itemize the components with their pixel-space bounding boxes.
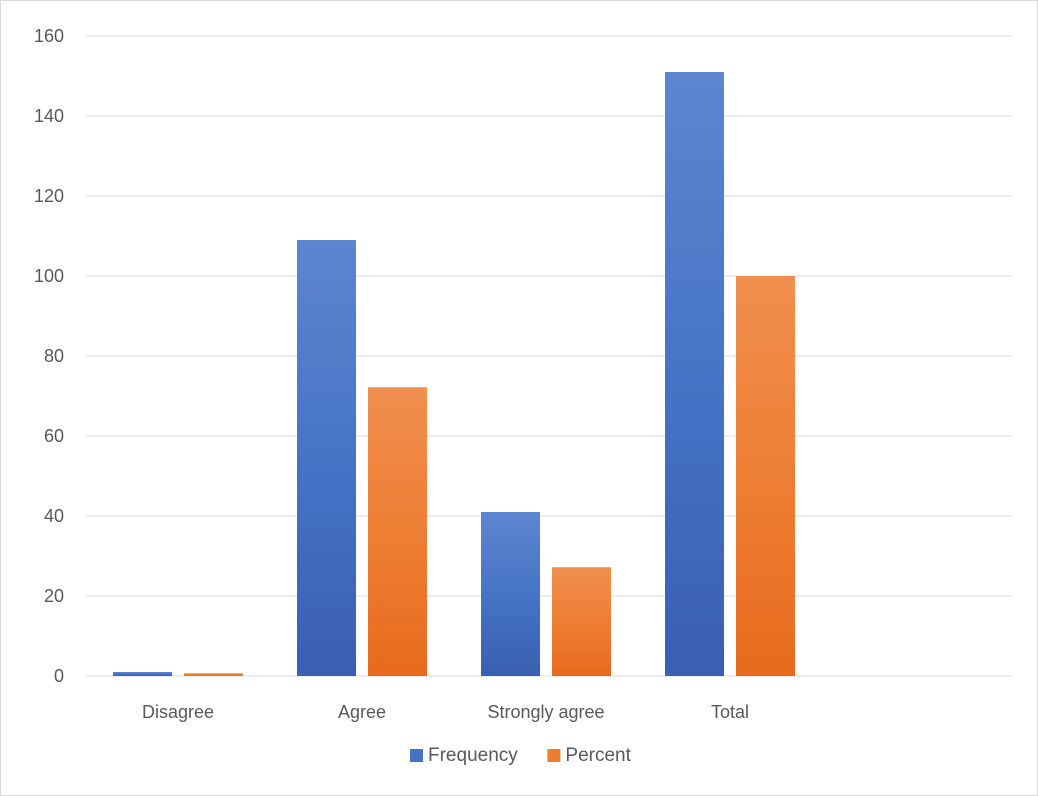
x-tick-label: Total — [711, 702, 749, 722]
y-tick-label: 40 — [44, 506, 64, 526]
legend: Frequency Percent — [410, 745, 632, 766]
legend-label-frequency: Frequency — [428, 745, 518, 766]
legend-label-percent: Percent — [565, 745, 631, 766]
y-tick-label: 120 — [34, 186, 64, 206]
bar-percent-agree — [368, 387, 427, 676]
bar-frequency-agree — [297, 240, 356, 676]
bar-percent-strongly-agree — [552, 567, 611, 676]
bar-percent-total — [736, 276, 795, 676]
y-tick-label: 160 — [34, 26, 64, 46]
x-tick-label: Strongly agree — [487, 702, 604, 722]
bar-frequency-strongly-agree — [481, 512, 540, 676]
y-tick-label: 100 — [34, 266, 64, 286]
x-tick-label: Disagree — [142, 702, 214, 722]
x-axis: Disagree Agree Strongly agree Total — [142, 702, 749, 722]
y-tick-label: 0 — [54, 666, 64, 686]
legend-swatch-frequency — [410, 749, 423, 762]
bar-percent-disagree — [184, 673, 243, 676]
y-tick-label: 80 — [44, 346, 64, 366]
y-tick-label: 140 — [34, 106, 64, 126]
bar-frequency-disagree — [113, 672, 172, 676]
y-axis: 0 20 40 60 80 100 120 140 160 — [34, 26, 64, 686]
x-tick-label: Agree — [338, 702, 386, 722]
y-tick-label: 60 — [44, 426, 64, 446]
bars — [113, 72, 795, 676]
bar-frequency-total — [665, 72, 724, 676]
legend-swatch-percent — [547, 749, 561, 762]
y-tick-label: 20 — [44, 586, 64, 606]
